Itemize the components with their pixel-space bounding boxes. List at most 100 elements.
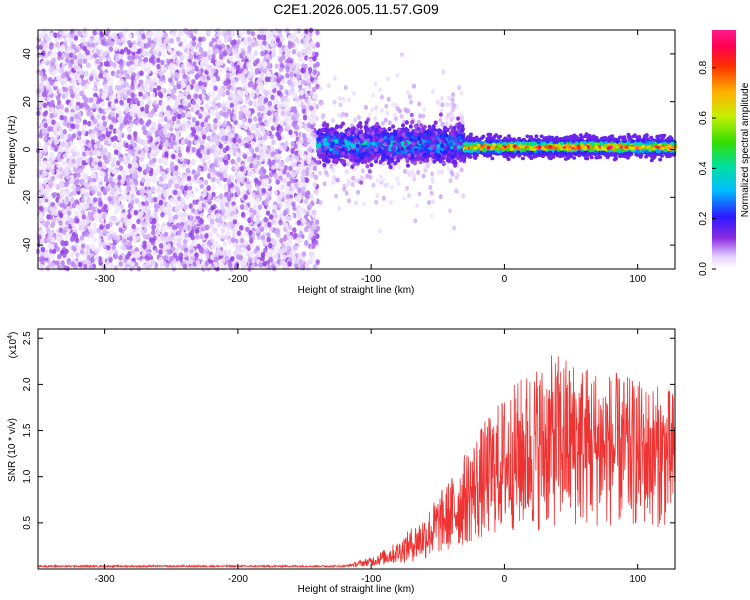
spectrogram-point <box>137 56 143 62</box>
spectrogram-point <box>198 205 203 212</box>
spectrogram-point <box>296 51 301 58</box>
spectrogram-point <box>49 80 54 86</box>
spectrogram-point <box>53 125 58 132</box>
spectrogram-point <box>315 42 320 48</box>
spectrogram-point <box>150 91 156 98</box>
spectrogram-point <box>150 128 155 135</box>
spectrogram-point <box>144 104 150 110</box>
spectrogram-point <box>313 229 318 235</box>
spectrogram-point <box>102 228 107 235</box>
spectrogram-point <box>135 235 140 242</box>
spectrogram-point <box>128 236 133 242</box>
spectrogram-point <box>58 198 63 204</box>
spectrogram-point <box>276 103 281 110</box>
spectrogram-point <box>120 178 125 185</box>
spectrogram-point <box>134 180 139 186</box>
spectrogram-point <box>299 33 304 39</box>
spectrogram-point <box>240 211 246 218</box>
spectrogram-point <box>66 259 72 266</box>
spectrogram-point <box>307 97 312 104</box>
spectrogram-point <box>284 123 289 129</box>
spectrogram-point <box>207 214 212 221</box>
spectrogram-point <box>118 227 123 233</box>
spectrogram-point <box>230 158 235 165</box>
spectrogram-point <box>273 190 278 196</box>
spectrogram-point <box>128 168 133 174</box>
spectrogram-point <box>273 99 279 105</box>
spectrogram-point <box>279 120 284 127</box>
spectrogram-point <box>100 171 106 177</box>
spectrogram-point <box>156 229 161 235</box>
spectrogram-point <box>84 70 89 76</box>
spectrogram-point <box>157 123 162 130</box>
spectrogram-point <box>294 69 299 75</box>
spectrogram-point <box>286 155 291 162</box>
spectrogram-point <box>48 214 53 220</box>
spectrogram-point <box>308 58 313 64</box>
spectrogram-point <box>246 156 252 163</box>
spectrogram-point <box>298 230 303 237</box>
spectrogram-point <box>98 260 103 267</box>
spectrogram-point <box>279 161 284 167</box>
spectrogram-point <box>225 230 230 236</box>
spectrogram-point <box>36 115 41 122</box>
spectrogram-point <box>253 223 258 229</box>
spectrogram-point <box>269 41 275 48</box>
spectrogram-point <box>84 191 90 198</box>
spectrogram-point <box>229 147 234 153</box>
spectrogram-point <box>49 44 54 51</box>
spectrogram-point <box>271 219 276 225</box>
spectrogram-point <box>135 252 141 258</box>
spectrogram-point <box>215 60 220 66</box>
spectrogram-point <box>134 150 139 157</box>
spectrogram-point <box>263 247 268 254</box>
spectrogram-point <box>96 150 101 156</box>
spectrogram-point <box>251 192 256 198</box>
spectrogram-point <box>81 124 87 130</box>
spectrogram-point <box>192 61 197 67</box>
spectrogram-point <box>98 125 103 131</box>
spectrogram-point <box>271 159 276 166</box>
spectrogram-point <box>53 146 59 152</box>
spectrogram-point <box>239 247 245 253</box>
spectrogram-point <box>218 88 223 94</box>
spectrogram-point <box>140 150 145 156</box>
spectrogram-point <box>127 33 133 39</box>
spectrogram-point <box>127 241 132 247</box>
spectrogram-point <box>256 196 261 203</box>
spectrogram-point <box>302 114 308 121</box>
spectrogram-point <box>202 134 207 140</box>
spectrogram-point <box>130 46 136 53</box>
spectrogram-point <box>224 112 229 118</box>
spectrogram-point <box>180 197 185 203</box>
spectrogram-point <box>231 230 236 236</box>
spectrogram-point <box>302 154 307 160</box>
spectrogram-point <box>304 239 309 246</box>
spectrogram-point <box>89 215 94 221</box>
spectrogram-point <box>198 36 203 43</box>
spectrogram-point <box>50 222 55 229</box>
spectrogram-point <box>231 67 237 74</box>
spectrogram-point <box>166 249 172 255</box>
spectrogram-point <box>270 94 275 101</box>
spectrogram-point <box>130 249 136 255</box>
spectrogram-point <box>43 110 49 116</box>
spectrogram-point <box>260 255 265 262</box>
spectrogram-point <box>156 63 161 70</box>
spectrogram-point <box>308 146 313 153</box>
spectrogram-point <box>156 136 161 142</box>
spectrogram-point <box>226 125 231 131</box>
spectrogram-point <box>260 50 265 57</box>
spectrogram-point <box>88 38 93 44</box>
spectrogram-point <box>283 46 288 53</box>
spectrogram-point <box>82 58 88 64</box>
spectrogram-point <box>58 173 64 180</box>
spectrogram-point <box>200 260 206 266</box>
spectrogram-point <box>138 86 143 93</box>
spectrogram-point <box>75 118 81 125</box>
spectrogram-point <box>303 72 308 79</box>
spectrogram-point <box>314 190 319 196</box>
spectrogram-point <box>147 176 152 183</box>
spectrogram-point <box>297 142 303 149</box>
spectrogram-point <box>130 75 135 82</box>
